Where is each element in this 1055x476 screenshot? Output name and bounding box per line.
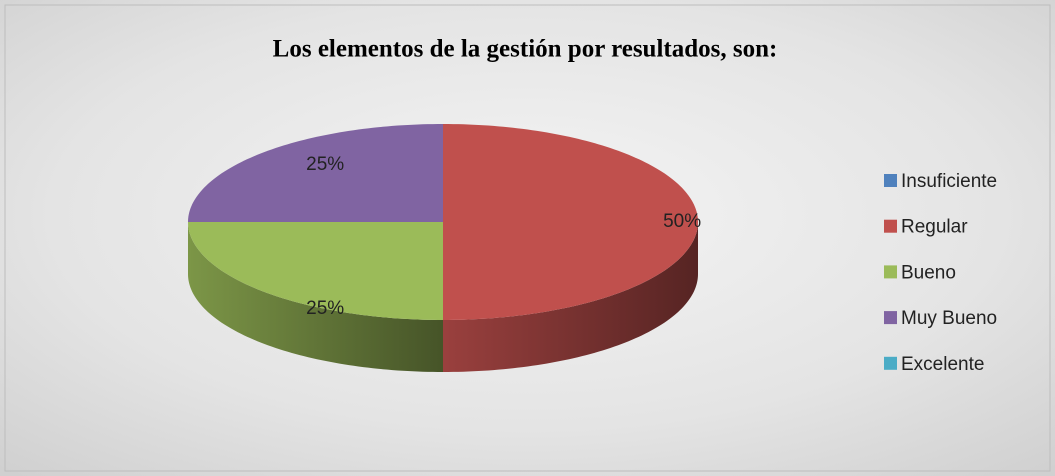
legend-swatch (884, 219, 897, 233)
legend-swatch (884, 174, 897, 187)
legend-label: Insuficiente (901, 171, 997, 192)
legend-swatch (884, 265, 897, 279)
legend-label: Muy Bueno (901, 308, 997, 329)
data-label: 25% (306, 298, 344, 319)
data-label: 50% (663, 211, 701, 232)
legend-label: Regular (901, 217, 968, 238)
pie-side (443, 222, 698, 372)
pie-slice (188, 124, 443, 222)
legend-label: Excelente (901, 354, 984, 375)
frame (4, 4, 1051, 472)
legend-swatch (884, 311, 897, 325)
legend-label: Bueno (901, 262, 956, 283)
data-label: 25% (306, 154, 344, 175)
chart-title: Los elementos de la gestión por resultad… (273, 36, 778, 63)
pie-slice (188, 222, 443, 320)
pie-slice (443, 124, 698, 320)
pie-side (188, 222, 443, 372)
legend-swatch (884, 356, 897, 370)
